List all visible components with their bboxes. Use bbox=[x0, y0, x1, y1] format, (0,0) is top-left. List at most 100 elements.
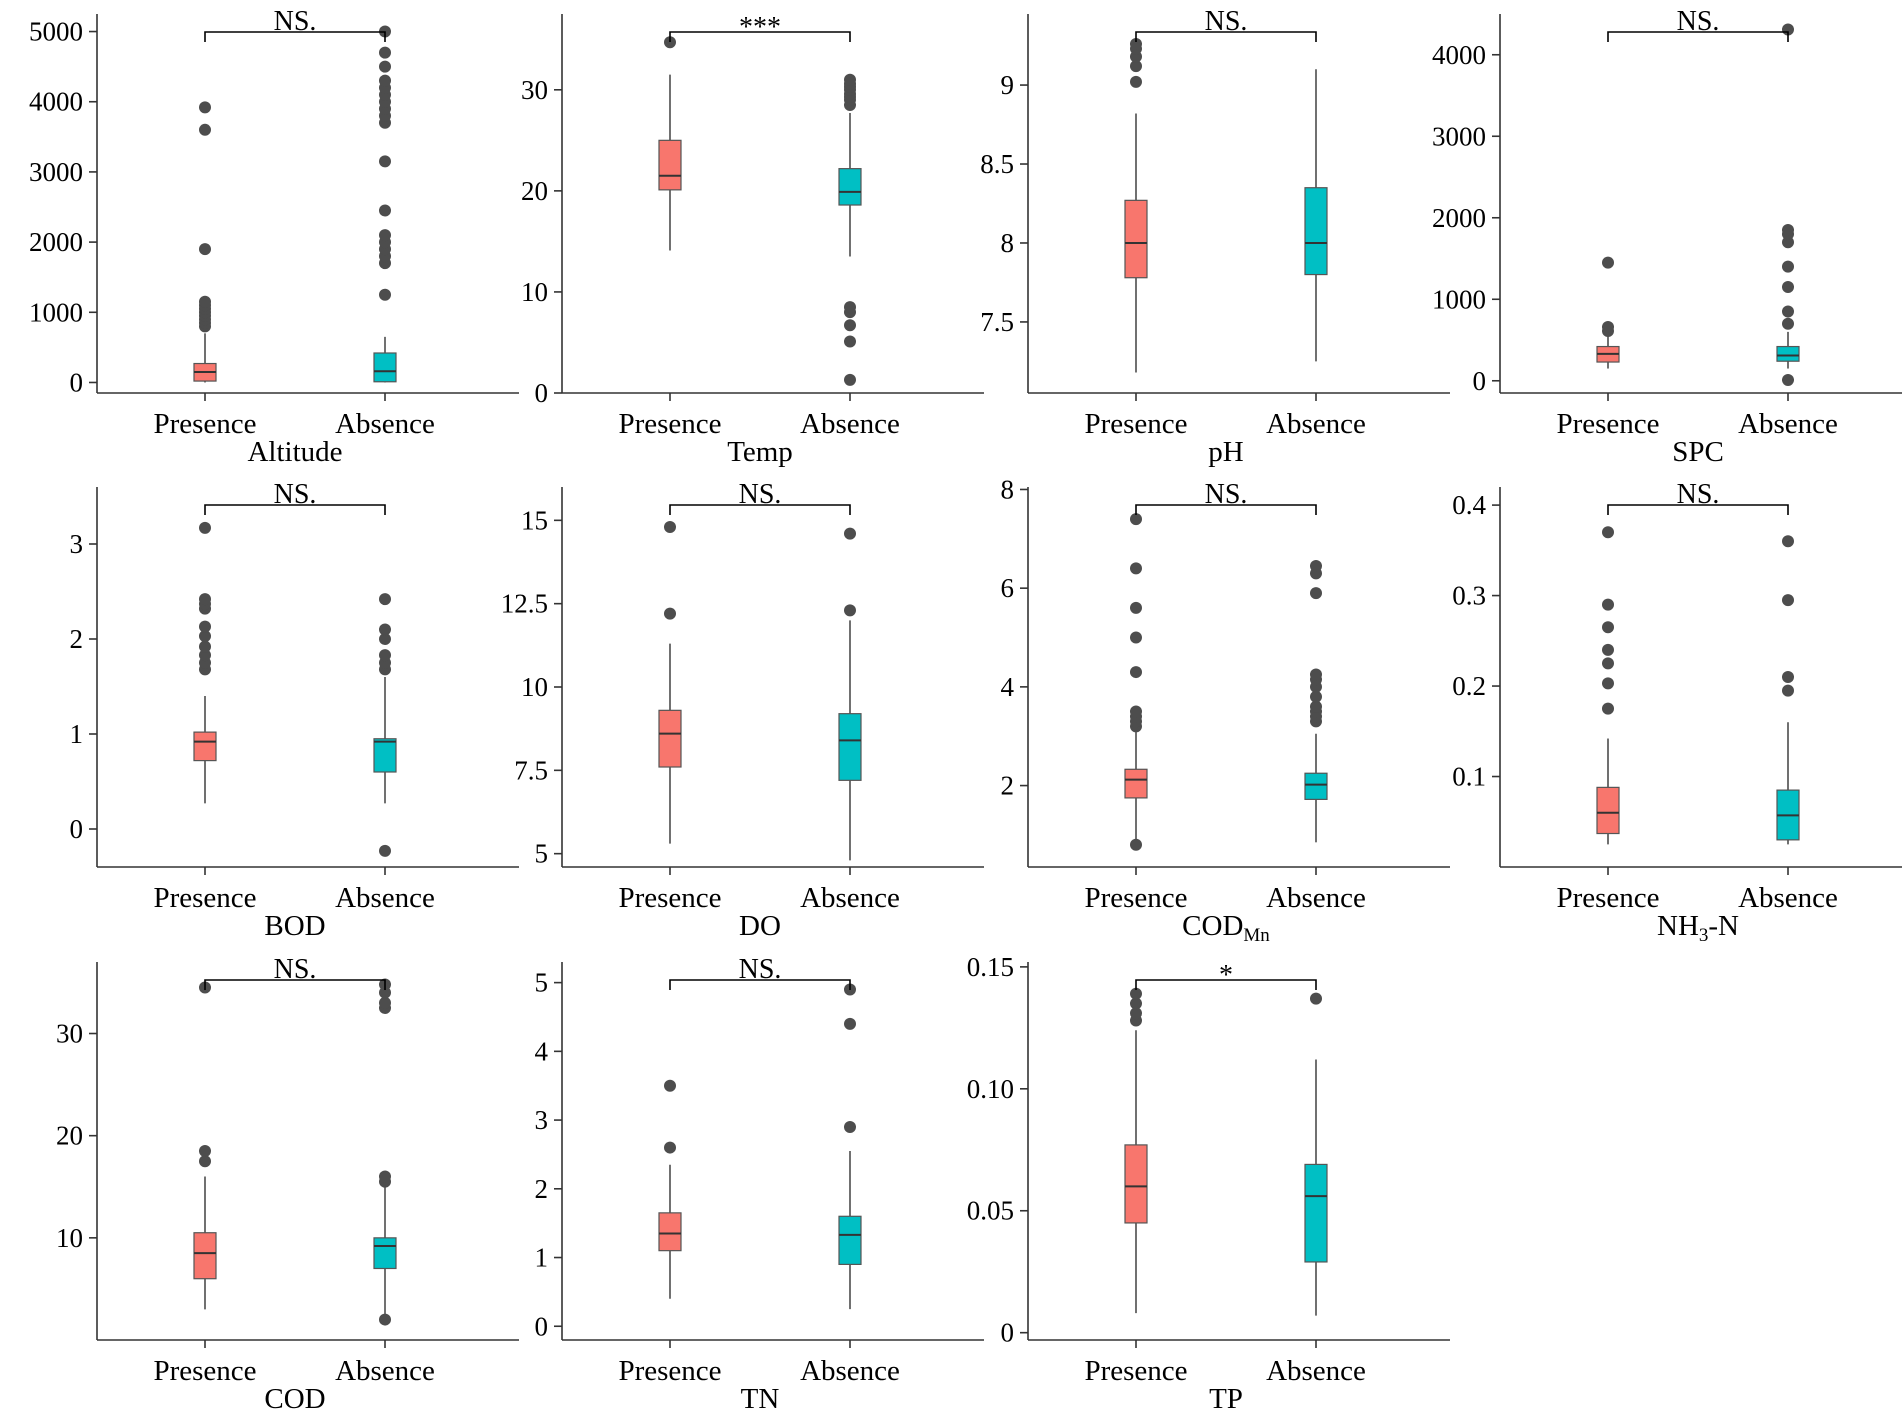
y-tick-label: 4000 bbox=[29, 87, 83, 117]
x-category-label: Absence bbox=[335, 408, 435, 440]
outlier-point bbox=[199, 620, 211, 633]
outlier-point bbox=[1130, 60, 1142, 73]
x-category-label: Absence bbox=[1738, 882, 1838, 914]
box-presence bbox=[193, 101, 217, 383]
outlier-point bbox=[1130, 997, 1142, 1010]
x-category-label: Presence bbox=[1556, 882, 1659, 914]
iqr-box bbox=[1124, 768, 1148, 799]
y-tick-label: 2 bbox=[70, 624, 84, 654]
significance-bracket bbox=[669, 979, 851, 990]
x-category-label: Absence bbox=[1266, 1355, 1366, 1387]
y-tick-label: 2 bbox=[535, 1174, 549, 1204]
significance-label: NS. bbox=[1205, 6, 1248, 37]
y-tick-label: 5 bbox=[535, 968, 549, 998]
outlier-point bbox=[1310, 700, 1322, 713]
outlier-point bbox=[199, 521, 211, 534]
outlier-point bbox=[1602, 598, 1614, 611]
outlier-point bbox=[1130, 1007, 1142, 1020]
y-tick-label: 0 bbox=[535, 1311, 549, 1341]
significance-bracket bbox=[669, 504, 851, 515]
outlier-point bbox=[664, 521, 676, 533]
outlier-point bbox=[199, 1145, 211, 1157]
outlier-point bbox=[1130, 705, 1142, 718]
axis-title-subscript: Mn bbox=[1243, 925, 1270, 946]
outlier-point bbox=[199, 101, 211, 114]
x-axis-title: DO bbox=[739, 910, 781, 942]
significance-bracket bbox=[1135, 979, 1317, 990]
y-tick-label: 2000 bbox=[1432, 203, 1486, 233]
box-absence bbox=[838, 73, 862, 386]
panel-do: 5 7.5 10 12.5 15 Presence Absence NS. DO bbox=[501, 479, 984, 942]
outlier-point bbox=[1310, 690, 1322, 703]
x-axis-title: SPC bbox=[1672, 436, 1724, 468]
y-tick-label: 0.05 bbox=[967, 1196, 1014, 1226]
box-presence bbox=[1596, 526, 1620, 845]
y-tick-label: 1000 bbox=[1432, 284, 1486, 314]
panel-bod: 0 1 2 3 Presence Absence NS. BOD bbox=[70, 479, 519, 942]
outlier-point bbox=[379, 633, 391, 645]
x-category-label: Presence bbox=[153, 1355, 256, 1387]
panel-tp: 0 0.05 0.10 0.15 Presence Absence * TP bbox=[967, 952, 1450, 1415]
outlier-point bbox=[1130, 838, 1142, 851]
box-absence bbox=[1304, 69, 1328, 362]
outlier-point bbox=[1602, 526, 1614, 539]
outlier-point bbox=[379, 74, 391, 87]
significance-bracket bbox=[204, 31, 386, 42]
box-absence bbox=[1776, 535, 1800, 845]
outlier-point bbox=[844, 604, 856, 617]
iqr-box bbox=[838, 168, 862, 206]
y-tick-label: 2 bbox=[1001, 771, 1015, 801]
y-tick-label: 8 bbox=[1001, 474, 1015, 504]
y-tick-label: 0 bbox=[1001, 1318, 1015, 1348]
outlier-point bbox=[1782, 281, 1794, 294]
x-axis-title: NH3-N bbox=[1657, 910, 1739, 946]
outlier-point bbox=[1602, 702, 1614, 715]
y-tick-label: 8.5 bbox=[980, 149, 1014, 179]
significance-label: NS. bbox=[274, 6, 317, 37]
outlier-point bbox=[1130, 601, 1142, 614]
y-tick-label: 3 bbox=[535, 1105, 549, 1135]
x-category-label: Presence bbox=[153, 882, 256, 914]
outlier-point bbox=[379, 46, 391, 59]
iqr-box bbox=[193, 731, 217, 762]
y-tick-label: 10 bbox=[521, 672, 548, 702]
box-presence bbox=[658, 36, 682, 251]
iqr-box bbox=[1304, 772, 1328, 800]
x-axis-title: CODMn bbox=[1182, 910, 1270, 946]
outlier-point bbox=[1130, 631, 1142, 644]
y-tick-label: 3000 bbox=[29, 157, 83, 187]
box-absence bbox=[1304, 559, 1328, 843]
y-tick-label: 3000 bbox=[1432, 121, 1486, 151]
y-tick-label: 1 bbox=[535, 1243, 549, 1273]
iqr-box bbox=[193, 1232, 217, 1280]
outlier-point bbox=[1602, 320, 1614, 333]
iqr-box bbox=[838, 713, 862, 781]
x-category-label: Absence bbox=[335, 882, 435, 914]
y-tick-label: 20 bbox=[521, 176, 548, 206]
x-category-label: Absence bbox=[800, 1355, 900, 1387]
outlier-point bbox=[379, 1313, 391, 1326]
box-absence bbox=[838, 983, 862, 1310]
axis-title-subscript: 3 bbox=[1699, 925, 1709, 946]
iqr-box bbox=[838, 1215, 862, 1265]
outlier-point bbox=[664, 607, 676, 620]
outlier-point bbox=[379, 288, 391, 301]
y-tick-label: 7.5 bbox=[514, 755, 548, 785]
outlier-point bbox=[844, 335, 856, 348]
y-tick-label: 0.15 bbox=[967, 952, 1014, 982]
y-tick-label: 7.5 bbox=[980, 307, 1014, 337]
outlier-point bbox=[664, 1141, 676, 1154]
iqr-box bbox=[1596, 786, 1620, 835]
outlier-point bbox=[379, 60, 391, 73]
x-category-label: Absence bbox=[800, 882, 900, 914]
y-tick-label: 12.5 bbox=[501, 589, 548, 619]
outlier-point bbox=[199, 640, 211, 653]
iqr-box bbox=[1304, 1163, 1328, 1263]
panel-tn: 0 1 2 3 4 5 Presence Absence NS. TN bbox=[535, 954, 984, 1415]
outlier-point bbox=[1782, 535, 1794, 548]
x-axis-title: TN bbox=[741, 1383, 780, 1415]
y-tick-label: 0.10 bbox=[967, 1074, 1014, 1104]
y-tick-label: 0.1 bbox=[1452, 762, 1486, 792]
y-tick-label: 5000 bbox=[29, 17, 83, 47]
outlier-point bbox=[664, 1079, 676, 1092]
